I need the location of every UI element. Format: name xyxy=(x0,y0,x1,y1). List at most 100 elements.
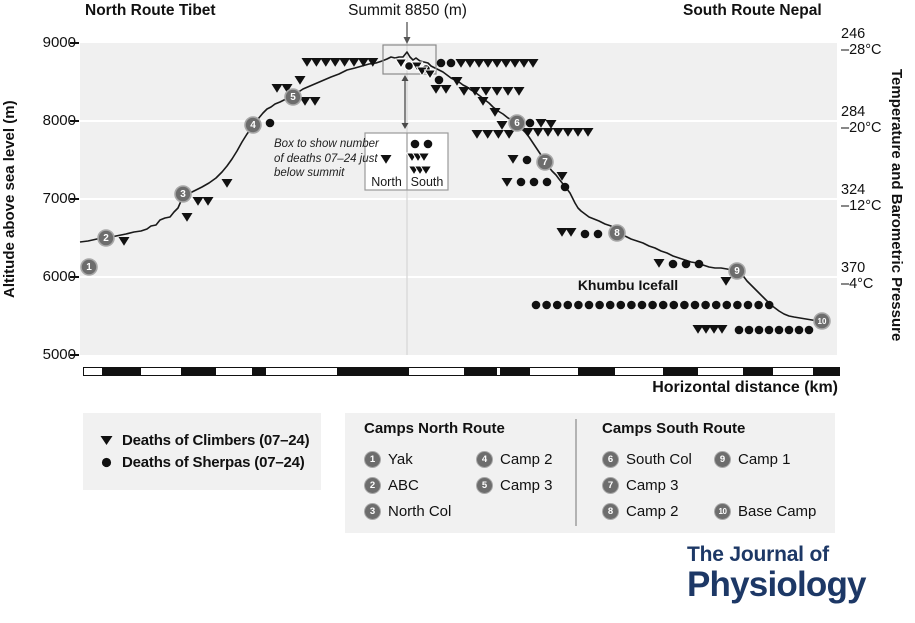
camp-marker-number: 5 xyxy=(290,92,296,103)
inset-arrow-head-down xyxy=(401,123,409,129)
camp-5-badge: 5 xyxy=(476,477,493,494)
y-axis-label-pressure-temp: Temperature and Barometric Pressure xyxy=(888,68,905,342)
sherpa-death-marker xyxy=(681,259,691,269)
climber-triangle-icon xyxy=(100,436,113,445)
altitude-tick-label: 7000 xyxy=(42,190,76,207)
khumbu-icefall-label: Khumbu Icefall xyxy=(577,277,679,293)
camp-8-label: Camp 2 xyxy=(626,503,679,520)
sherpa-death-marker xyxy=(680,300,689,310)
sherpa-death-marker xyxy=(690,300,700,310)
climber-death-marker xyxy=(221,179,233,188)
camp-9-badge: 9 xyxy=(714,451,731,468)
sherpa-death-marker xyxy=(531,300,541,310)
sherpa-death-marker xyxy=(525,118,535,128)
camp-7-label: Camp 3 xyxy=(626,477,679,494)
camp-1-label: Yak xyxy=(388,451,413,468)
scale-bar-segment xyxy=(216,368,252,375)
sherpa-death-marker xyxy=(522,155,532,165)
sherpa-death-marker xyxy=(722,300,732,310)
climber-death-marker xyxy=(320,58,332,67)
scale-bar-segment xyxy=(409,368,464,375)
climber-death-marker xyxy=(480,87,492,96)
sherpa-death-marker xyxy=(627,300,636,310)
inset-sherpa-marker xyxy=(423,139,433,149)
climber-death-marker xyxy=(202,197,214,206)
journal-logo-line1: The Journal of xyxy=(687,543,829,566)
climber-death-marker xyxy=(491,59,503,68)
camps-legend: Camps North Route Camps South Route 1 Ya… xyxy=(345,413,835,533)
sherpa-death-marker xyxy=(669,300,679,310)
climber-death-marker xyxy=(281,84,293,93)
climber-death-marker xyxy=(271,84,283,93)
camp-marker-6 xyxy=(508,114,526,132)
sherpa-death-marker xyxy=(784,325,794,335)
climber-death-marker xyxy=(542,128,554,137)
scale-bar-segment xyxy=(743,368,773,375)
scale-bar-segment xyxy=(663,368,698,375)
climber-death-marker xyxy=(527,59,539,68)
camp-item-south-camp1: 9 Camp 1 xyxy=(714,451,791,468)
sherpa-death-marker xyxy=(764,300,774,310)
climber-death-marker xyxy=(410,61,424,72)
climber-death-marker xyxy=(482,130,494,139)
scale-bar-segment xyxy=(773,368,813,375)
sherpa-death-marker xyxy=(593,229,603,239)
camps-south-title: Camps South Route xyxy=(602,420,746,437)
climber-death-marker xyxy=(496,121,508,130)
camp-marker-9 xyxy=(728,262,746,280)
climber-death-marker xyxy=(482,59,494,68)
camp-item-south-camp2: 8 Camp 2 xyxy=(602,503,679,520)
summit-arrow-head xyxy=(403,37,411,44)
climber-death-marker xyxy=(501,178,513,187)
camp-marker-number: 9 xyxy=(734,266,740,277)
camp-marker-number: 2 xyxy=(103,233,109,244)
sherpa-death-marker xyxy=(668,259,678,269)
climber-death-marker xyxy=(720,277,732,286)
deaths-legend: Deaths of Climbers (07–24) Deaths of She… xyxy=(83,413,321,490)
sherpa-death-marker xyxy=(584,300,594,310)
pressure-temp-tick-label: 284 –20°C xyxy=(841,104,882,136)
climber-death-marker xyxy=(502,87,514,96)
pressure-temp-tick-label: 246 –28°C xyxy=(841,26,882,58)
climber-death-marker xyxy=(294,76,306,85)
sherpa-death-marker xyxy=(774,325,784,335)
title-north-route: North Route Tibet xyxy=(85,2,216,19)
camp-9-label: Camp 1 xyxy=(738,451,791,468)
camp-item-north-camp3: 5 Camp 3 xyxy=(476,477,553,494)
sherpa-death-marker xyxy=(605,300,615,310)
climber-death-marker xyxy=(532,128,544,137)
climber-death-marker xyxy=(562,128,574,137)
inset-arrow-head-up xyxy=(401,75,409,81)
climber-death-marker xyxy=(556,228,568,237)
sherpa-death-marker xyxy=(754,325,764,335)
sherpa-death-marker xyxy=(434,75,444,85)
camps-legend-divider xyxy=(575,419,577,526)
sherpa-death-marker xyxy=(733,300,742,310)
climber-death-marker xyxy=(348,58,360,67)
climber-death-marker xyxy=(339,58,351,67)
sherpa-death-marker xyxy=(542,300,551,310)
sherpa-death-marker xyxy=(516,177,526,187)
climber-death-marker xyxy=(415,66,429,77)
scale-bar-segment xyxy=(141,368,181,375)
sherpa-death-marker xyxy=(574,300,583,310)
sherpa-death-marker xyxy=(436,58,446,68)
altitude-tick-label: 6000 xyxy=(42,268,76,285)
camps-north-title: Camps North Route xyxy=(364,420,505,437)
camp-marker-number: 1 xyxy=(86,262,92,273)
climber-death-marker xyxy=(469,87,481,96)
horizontal-scale-bar xyxy=(83,367,840,376)
camp-marker-5 xyxy=(284,88,302,106)
climber-death-marker xyxy=(299,97,311,106)
climber-death-marker xyxy=(708,325,720,334)
sherpa-death-marker xyxy=(616,300,626,310)
inset-climber-marker xyxy=(419,165,433,176)
camp-2-label: ABC xyxy=(388,477,419,494)
climber-death-marker xyxy=(572,128,584,137)
scale-bar-segment xyxy=(497,368,500,375)
journal-logo: The Journal of Physiology xyxy=(687,543,867,602)
sherpa-death-marker xyxy=(563,300,573,310)
camp-marker-number: 7 xyxy=(542,157,548,168)
camp-4-badge: 4 xyxy=(476,451,493,468)
